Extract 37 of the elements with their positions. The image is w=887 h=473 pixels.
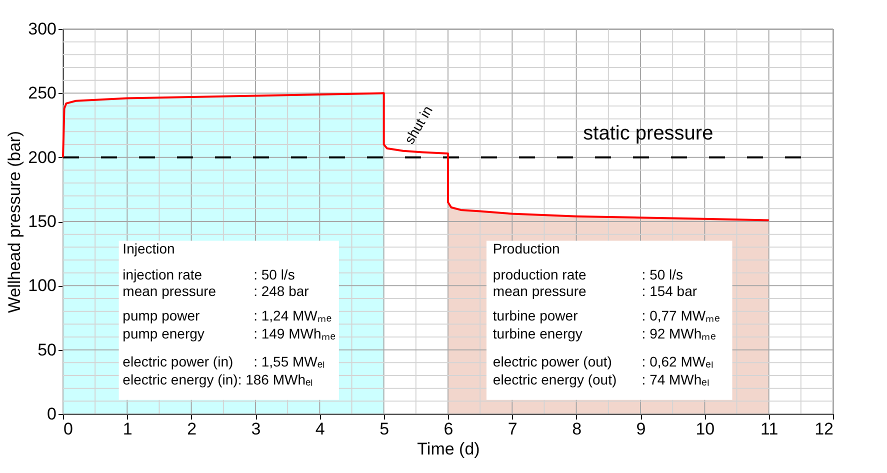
x-tick-label: 3: [251, 420, 261, 438]
x-tick-label: 4: [315, 420, 325, 438]
x-tick-label: 11: [760, 420, 778, 438]
text: production rate : 50 l/s: [492, 266, 684, 282]
ref-line-label: static pressure: [583, 122, 714, 144]
x-axis-title: Time (d): [417, 440, 480, 458]
annotation: electric energy (in): 186 MWhₑₗ: [122, 372, 313, 388]
x-tick-label: 5: [380, 420, 390, 438]
x-tick-label: 9: [636, 420, 646, 438]
x-tick-label: 10: [696, 420, 715, 438]
y-axis-title: Wellhead pressure (bar): [5, 130, 24, 314]
x-tick-label: 12: [814, 420, 834, 438]
y-tick-label: 50: [38, 340, 56, 360]
x-tick-label: 8: [572, 420, 582, 438]
annotation: Injection: [122, 240, 175, 257]
text: mean pressure : 154 bar: [492, 283, 698, 300]
x-tick-label: 0: [64, 420, 73, 438]
text: pump power : 1,24 MWₘₑ: [122, 307, 332, 324]
text: injection rate : 50 l/s: [122, 266, 295, 282]
text: electric power (in) : 1,55 MWₑₗ: [122, 354, 325, 370]
y-tick-label: 200: [28, 148, 56, 167]
y-tick-label: 0: [47, 404, 56, 424]
text: electric power (out) : 0,62 MWₑₗ: [492, 354, 713, 370]
x-tick-label: 2: [187, 420, 197, 438]
y-tick-label: 100: [28, 276, 56, 296]
annotation: Production: [492, 240, 560, 257]
y-tick-label: 250: [28, 84, 56, 103]
text: turbine energy : 92 MWhₘₑ: [492, 325, 716, 342]
x-tick-label: 7: [508, 420, 518, 438]
text: mean pressure : 248 bar: [122, 283, 309, 300]
x-tick-label: 1: [122, 420, 132, 438]
y-tick-label: 150: [28, 212, 56, 231]
text: turbine power : 0,77 MWₘₑ: [492, 307, 720, 324]
text: electric energy (out) : 74 MWhₑₗ: [492, 372, 709, 388]
x-tick-label: 6: [444, 420, 454, 438]
text: pump energy : 149 MWhₘₑ: [122, 325, 336, 342]
y-tick-label: 300: [28, 20, 56, 38]
